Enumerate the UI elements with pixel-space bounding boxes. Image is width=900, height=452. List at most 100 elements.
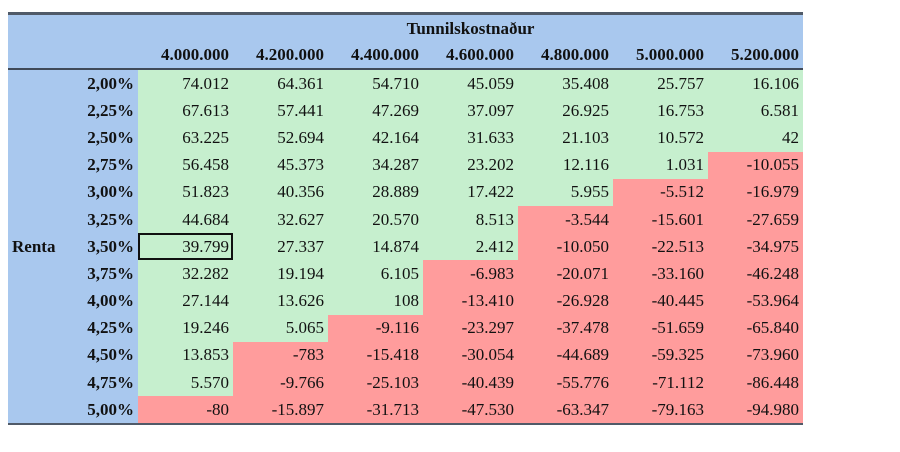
value-cell-positive[interactable]: 13.853 xyxy=(138,341,233,370)
value-cell-negative[interactable]: -15.601 xyxy=(613,205,708,234)
value-cell-negative[interactable]: -55.776 xyxy=(518,369,613,397)
value-cell-positive[interactable]: 32.282 xyxy=(138,260,233,288)
value-cell-negative[interactable]: -20.071 xyxy=(518,260,613,288)
value-cell-negative[interactable]: -94.980 xyxy=(708,396,804,426)
column-header[interactable]: 4.000.000 xyxy=(138,42,233,70)
row-header-cell[interactable]: 3,00% xyxy=(8,178,138,206)
column-header[interactable]: 4.200.000 xyxy=(233,42,328,70)
value-cell-positive[interactable]: 67.613 xyxy=(138,97,233,125)
row-header-cell[interactable]: 2,75% xyxy=(8,151,138,179)
column-header[interactable]: 4.800.000 xyxy=(518,42,613,70)
column-header[interactable]: 5.000.000 xyxy=(613,42,708,70)
value-cell-negative[interactable]: -33.160 xyxy=(613,260,708,288)
row-header-cell[interactable]: 4,50% xyxy=(8,341,138,370)
value-cell-positive[interactable]: 20.570 xyxy=(328,205,423,234)
row-header-cell[interactable]: 4,75% xyxy=(8,369,138,397)
value-cell-negative[interactable]: -40.445 xyxy=(613,287,708,315)
value-cell-positive[interactable]: 8.513 xyxy=(423,205,518,234)
value-cell-positive[interactable]: 23.202 xyxy=(423,151,518,179)
value-cell-positive[interactable]: 31.633 xyxy=(423,124,518,152)
value-cell-negative[interactable]: -47.530 xyxy=(423,396,518,426)
value-cell-positive[interactable]: 51.823 xyxy=(138,178,233,206)
value-cell-positive[interactable]: 45.059 xyxy=(423,69,518,98)
value-cell-negative[interactable]: -23.297 xyxy=(423,314,518,342)
value-cell-negative[interactable]: -86.448 xyxy=(708,369,804,397)
value-cell-negative[interactable]: -71.112 xyxy=(613,369,708,397)
value-cell-negative[interactable]: -53.964 xyxy=(708,287,804,315)
value-cell-positive[interactable]: 27.337 xyxy=(233,233,328,261)
value-cell-negative[interactable]: -9.116 xyxy=(328,314,423,342)
value-cell-negative[interactable]: -16.979 xyxy=(708,178,804,206)
value-cell-positive[interactable]: 108 xyxy=(328,287,423,315)
row-header-cell[interactable]: 2,25% xyxy=(8,97,138,125)
value-cell-negative[interactable]: -25.103 xyxy=(328,369,423,397)
value-cell-positive[interactable]: 54.710 xyxy=(328,69,423,98)
value-cell-positive[interactable]: 64.361 xyxy=(233,69,328,98)
value-cell-negative[interactable]: -13.410 xyxy=(423,287,518,315)
value-cell-positive[interactable]: 39.799 xyxy=(138,233,233,261)
value-cell-positive[interactable]: 12.116 xyxy=(518,151,613,179)
row-header-cell[interactable]: 3,25% xyxy=(8,205,138,234)
value-cell-positive[interactable]: 35.408 xyxy=(518,69,613,98)
value-cell-negative[interactable]: -40.439 xyxy=(423,369,518,397)
value-cell-negative[interactable]: -9.766 xyxy=(233,369,328,397)
value-cell-negative[interactable]: -10.055 xyxy=(708,151,804,179)
value-cell-positive[interactable]: 17.422 xyxy=(423,178,518,206)
value-cell-positive[interactable]: 27.144 xyxy=(138,287,233,315)
value-cell-positive[interactable]: 5.955 xyxy=(518,178,613,206)
value-cell-negative[interactable]: -15.418 xyxy=(328,341,423,370)
value-cell-positive[interactable]: 14.874 xyxy=(328,233,423,261)
value-cell-positive[interactable]: 2.412 xyxy=(423,233,518,261)
value-cell-positive[interactable]: 44.684 xyxy=(138,205,233,234)
value-cell-positive[interactable]: 42.164 xyxy=(328,124,423,152)
value-cell-negative[interactable]: -31.713 xyxy=(328,396,423,426)
value-cell-negative[interactable]: -79.163 xyxy=(613,396,708,426)
value-cell-negative[interactable]: -6.983 xyxy=(423,260,518,288)
value-cell-negative[interactable]: -3.544 xyxy=(518,205,613,234)
value-cell-positive[interactable]: 26.925 xyxy=(518,97,613,125)
value-cell-positive[interactable]: 47.269 xyxy=(328,97,423,125)
row-header-cell[interactable]: 3,75% xyxy=(8,260,138,288)
value-cell-positive[interactable]: 6.105 xyxy=(328,260,423,288)
value-cell-negative[interactable]: -63.347 xyxy=(518,396,613,426)
value-cell-positive[interactable]: 10.572 xyxy=(613,124,708,152)
row-header-cell[interactable]: 4,00% xyxy=(8,287,138,315)
value-cell-positive[interactable]: 19.246 xyxy=(138,314,233,342)
value-cell-negative[interactable]: -44.689 xyxy=(518,341,613,370)
value-cell-negative[interactable]: -59.325 xyxy=(613,341,708,370)
row-header-cell[interactable]: 2,50% xyxy=(8,124,138,152)
value-cell-negative[interactable]: -51.659 xyxy=(613,314,708,342)
value-cell-negative[interactable]: -10.050 xyxy=(518,233,613,261)
value-cell-positive[interactable]: 16.753 xyxy=(613,97,708,125)
value-cell-negative[interactable]: -15.897 xyxy=(233,396,328,426)
row-header-cell[interactable]: 4,25% xyxy=(8,314,138,342)
value-cell-positive[interactable]: 74.012 xyxy=(138,69,233,98)
value-cell-negative[interactable]: -65.840 xyxy=(708,314,804,342)
value-cell-positive[interactable]: 19.194 xyxy=(233,260,328,288)
value-cell-negative[interactable]: -30.054 xyxy=(423,341,518,370)
value-cell-positive[interactable]: 5.570 xyxy=(138,369,233,397)
value-cell-negative[interactable]: -80 xyxy=(138,396,233,426)
value-cell-positive[interactable]: 32.627 xyxy=(233,205,328,234)
value-cell-positive[interactable]: 34.287 xyxy=(328,151,423,179)
value-cell-positive[interactable]: 6.581 xyxy=(708,97,804,125)
row-header-cell[interactable]: 5,00% xyxy=(8,396,138,426)
value-cell-positive[interactable]: 45.373 xyxy=(233,151,328,179)
value-cell-positive[interactable]: 16.106 xyxy=(708,69,804,98)
value-cell-positive[interactable]: 28.889 xyxy=(328,178,423,206)
value-cell-negative[interactable]: -46.248 xyxy=(708,260,804,288)
value-cell-positive[interactable]: 1.031 xyxy=(613,151,708,179)
column-header[interactable]: 5.200.000 xyxy=(708,42,804,70)
value-cell-negative[interactable]: -22.513 xyxy=(613,233,708,261)
value-cell-positive[interactable]: 63.225 xyxy=(138,124,233,152)
value-cell-negative[interactable]: -26.928 xyxy=(518,287,613,315)
value-cell-negative[interactable]: -5.512 xyxy=(613,178,708,206)
value-cell-negative[interactable]: -27.659 xyxy=(708,205,804,234)
value-cell-positive[interactable]: 5.065 xyxy=(233,314,328,342)
value-cell-positive[interactable]: 57.441 xyxy=(233,97,328,125)
value-cell-positive[interactable]: 37.097 xyxy=(423,97,518,125)
value-cell-positive[interactable]: 25.757 xyxy=(613,69,708,98)
column-header[interactable]: 4.600.000 xyxy=(423,42,518,70)
value-cell-negative[interactable]: -783 xyxy=(233,341,328,370)
value-cell-positive[interactable]: 52.694 xyxy=(233,124,328,152)
